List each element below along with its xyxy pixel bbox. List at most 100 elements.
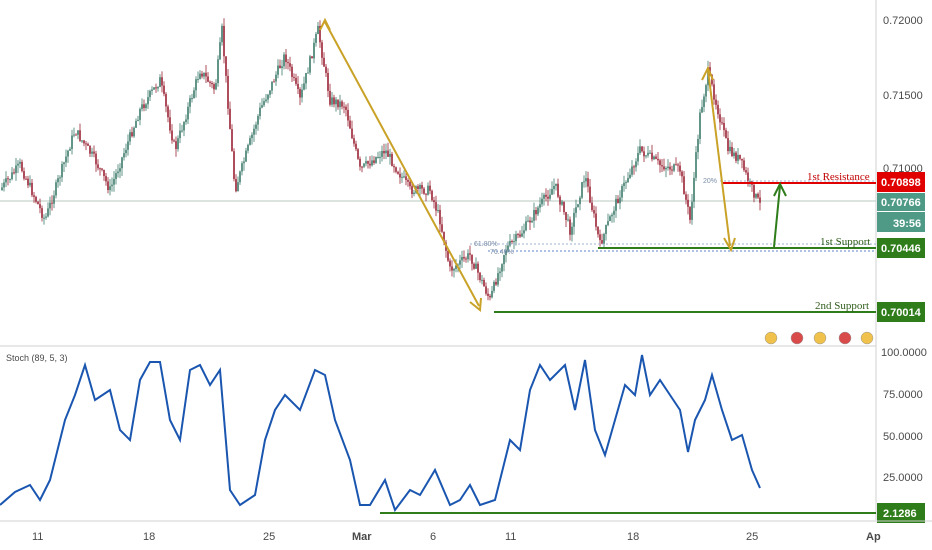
- x-tick-18: 18: [143, 531, 155, 543]
- candle: [7, 178, 9, 180]
- candle: [333, 97, 335, 105]
- candle: [421, 185, 423, 189]
- candle: [467, 253, 469, 260]
- candle: [437, 209, 439, 211]
- candle: [749, 181, 751, 183]
- candle: [497, 273, 499, 285]
- candle: [601, 240, 603, 244]
- candle: [403, 176, 405, 178]
- candle: [411, 186, 413, 195]
- candle: [447, 250, 449, 261]
- candle: [429, 185, 431, 191]
- event-flags: [764, 331, 874, 345]
- candle: [85, 143, 87, 145]
- candle: [293, 76, 295, 78]
- support-2-tag-text: 0.70014: [881, 307, 922, 319]
- candle: [227, 75, 229, 109]
- candle: [161, 77, 163, 86]
- candle: [325, 66, 327, 73]
- candle: [311, 56, 313, 59]
- candle: [625, 182, 627, 184]
- candle: [43, 217, 45, 219]
- x-tick-25: 25: [263, 531, 275, 543]
- candle: [651, 152, 653, 160]
- candle: [127, 141, 129, 150]
- candle: [263, 101, 265, 106]
- x-tick-11: 11: [32, 531, 43, 543]
- candle: [79, 130, 81, 141]
- candle: [321, 42, 323, 58]
- candle: [61, 164, 63, 178]
- candle: [615, 198, 617, 211]
- candle: [413, 192, 415, 195]
- candle: [221, 25, 223, 43]
- gold-arrow-1: [324, 21, 480, 307]
- candle: [741, 158, 743, 161]
- candle: [567, 219, 569, 221]
- candle: [431, 190, 433, 201]
- candle: [455, 265, 457, 269]
- candle: [251, 134, 253, 139]
- candle: [407, 179, 409, 182]
- candle: [67, 150, 69, 157]
- candle: [687, 199, 689, 207]
- candle: [317, 25, 319, 34]
- candle: [201, 73, 203, 77]
- candle: [453, 268, 455, 271]
- candle: [599, 234, 601, 241]
- candle: [337, 99, 339, 108]
- candle: [23, 171, 25, 179]
- candle: [237, 182, 239, 192]
- candle: [655, 156, 657, 159]
- candle: [97, 164, 99, 169]
- candle: [635, 161, 637, 168]
- candle: [179, 130, 181, 139]
- candle: [165, 93, 167, 107]
- candle: [583, 181, 585, 183]
- candle: [657, 158, 659, 161]
- candle: [163, 85, 165, 94]
- candle: [15, 165, 17, 174]
- candle: [285, 54, 287, 63]
- candle: [681, 171, 683, 177]
- candle: [743, 160, 745, 171]
- candle: [259, 107, 261, 117]
- candle: [1, 187, 3, 190]
- green-arrow: [773, 185, 781, 248]
- candle: [697, 138, 699, 153]
- candle: [65, 156, 67, 163]
- candle: [631, 166, 633, 175]
- candle: [303, 83, 305, 90]
- candle: [565, 212, 567, 220]
- candle: [111, 184, 113, 187]
- candle: [353, 138, 355, 144]
- candle: [539, 204, 541, 208]
- candle: [283, 54, 285, 67]
- candle: [35, 196, 37, 202]
- candle: [505, 250, 507, 256]
- candle: [727, 138, 729, 152]
- candle: [73, 134, 75, 136]
- candle: [543, 194, 545, 199]
- x-tick-apr: Ap: [866, 531, 881, 543]
- x-tick-6: 6: [430, 531, 436, 543]
- candle: [217, 59, 219, 84]
- candle: [515, 234, 517, 242]
- candle: [603, 233, 605, 244]
- candle: [273, 81, 275, 83]
- candle: [213, 84, 215, 90]
- candle: [499, 271, 501, 274]
- candle: [257, 116, 259, 125]
- candle: [483, 279, 485, 287]
- candle: [485, 286, 487, 294]
- candle: [335, 99, 337, 105]
- candle: [737, 154, 739, 161]
- candle: [233, 151, 235, 179]
- candle: [463, 256, 465, 259]
- candle: [747, 172, 749, 182]
- candle: [25, 178, 27, 180]
- candle: [331, 97, 333, 105]
- candle: [189, 98, 191, 107]
- candle: [105, 176, 107, 182]
